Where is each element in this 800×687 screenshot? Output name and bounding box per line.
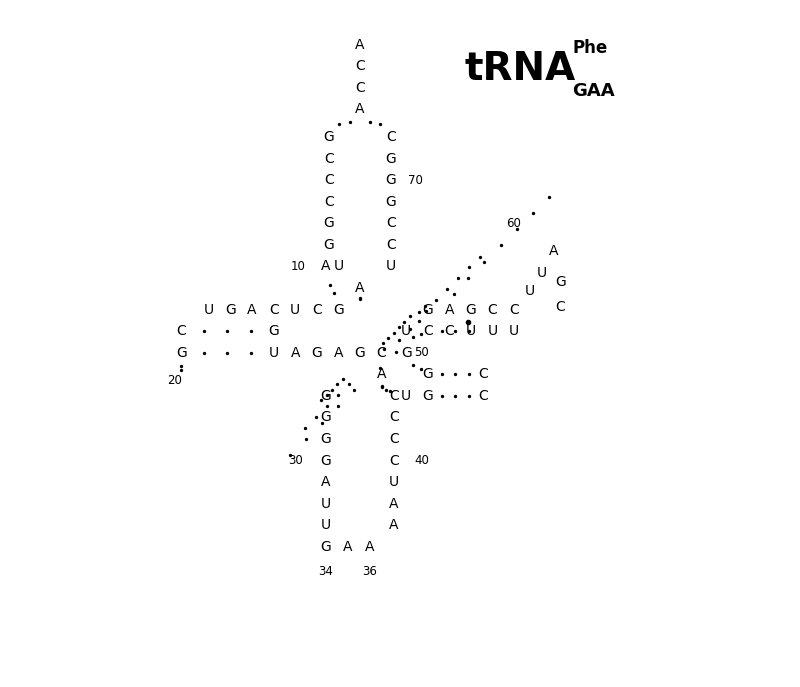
Text: C: C xyxy=(377,346,386,360)
Text: G: G xyxy=(321,453,331,468)
Text: U: U xyxy=(321,497,331,510)
Text: A: A xyxy=(247,302,257,317)
Text: C: C xyxy=(355,80,365,95)
Text: G: G xyxy=(321,389,331,403)
Text: G: G xyxy=(386,152,396,166)
Text: G: G xyxy=(324,130,334,144)
Text: C: C xyxy=(324,173,334,187)
Text: tRNA: tRNA xyxy=(465,50,576,88)
Text: G: G xyxy=(422,389,433,403)
Text: A: A xyxy=(377,368,386,381)
Text: C: C xyxy=(312,302,322,317)
Text: A: A xyxy=(355,102,365,116)
Text: U: U xyxy=(321,519,331,532)
Text: C: C xyxy=(389,389,398,403)
Text: A: A xyxy=(355,281,365,295)
Text: U: U xyxy=(401,389,411,403)
Text: 34: 34 xyxy=(318,565,334,578)
Text: G: G xyxy=(401,346,411,360)
Text: C: C xyxy=(445,324,454,338)
Text: G: G xyxy=(466,302,476,317)
Text: U: U xyxy=(204,302,214,317)
Text: 10: 10 xyxy=(291,260,306,273)
Text: U: U xyxy=(389,475,399,489)
Text: C: C xyxy=(389,410,398,425)
Text: C: C xyxy=(355,59,365,73)
Text: Phe: Phe xyxy=(573,38,608,56)
Text: C: C xyxy=(324,194,334,209)
Text: GAA: GAA xyxy=(573,82,615,100)
Text: U: U xyxy=(386,260,396,273)
Text: C: C xyxy=(386,216,396,230)
Text: G: G xyxy=(422,368,433,381)
Text: A: A xyxy=(365,540,374,554)
Text: G: G xyxy=(555,275,566,289)
Text: C: C xyxy=(389,453,398,468)
Text: G: G xyxy=(324,216,334,230)
Text: A: A xyxy=(322,260,330,273)
Text: U: U xyxy=(537,266,547,280)
Text: U: U xyxy=(509,324,519,338)
Text: U: U xyxy=(487,324,498,338)
Text: C: C xyxy=(269,302,278,317)
Text: U: U xyxy=(524,284,534,298)
Text: G: G xyxy=(333,302,344,317)
Text: G: G xyxy=(386,173,396,187)
Text: C: C xyxy=(423,324,433,338)
Text: U: U xyxy=(401,324,411,338)
Text: C: C xyxy=(389,432,398,446)
Text: A: A xyxy=(389,519,398,532)
Text: A: A xyxy=(550,244,559,258)
Text: U: U xyxy=(290,302,300,317)
Text: 30: 30 xyxy=(288,454,302,467)
Text: G: G xyxy=(324,238,334,252)
Text: U: U xyxy=(334,260,343,273)
Text: C: C xyxy=(386,130,396,144)
Text: C: C xyxy=(487,302,498,317)
Text: 40: 40 xyxy=(414,454,429,467)
Text: C: C xyxy=(386,238,396,252)
Text: A: A xyxy=(389,497,398,510)
Text: 60: 60 xyxy=(506,217,522,229)
Text: A: A xyxy=(343,540,352,554)
Text: C: C xyxy=(509,302,519,317)
Text: G: G xyxy=(311,346,322,360)
Text: A: A xyxy=(445,302,454,317)
Text: C: C xyxy=(176,324,186,338)
Text: G: G xyxy=(321,540,331,554)
Text: C: C xyxy=(478,368,488,381)
Text: A: A xyxy=(334,346,343,360)
Text: A: A xyxy=(355,38,365,52)
Text: C: C xyxy=(555,300,565,313)
Text: U: U xyxy=(269,346,278,360)
Text: A: A xyxy=(290,346,300,360)
Text: G: G xyxy=(176,346,186,360)
Text: G: G xyxy=(321,432,331,446)
Text: 70: 70 xyxy=(408,174,423,187)
Text: G: G xyxy=(354,346,366,360)
Text: U: U xyxy=(466,324,476,338)
Text: 36: 36 xyxy=(362,565,377,578)
Text: G: G xyxy=(321,410,331,425)
Text: 20: 20 xyxy=(167,374,182,387)
Text: C: C xyxy=(478,389,488,403)
Text: G: G xyxy=(422,302,433,317)
Text: 50: 50 xyxy=(414,346,429,359)
Text: G: G xyxy=(225,302,236,317)
Text: C: C xyxy=(324,152,334,166)
Text: A: A xyxy=(322,475,330,489)
Text: G: G xyxy=(386,194,396,209)
Text: G: G xyxy=(268,324,279,338)
